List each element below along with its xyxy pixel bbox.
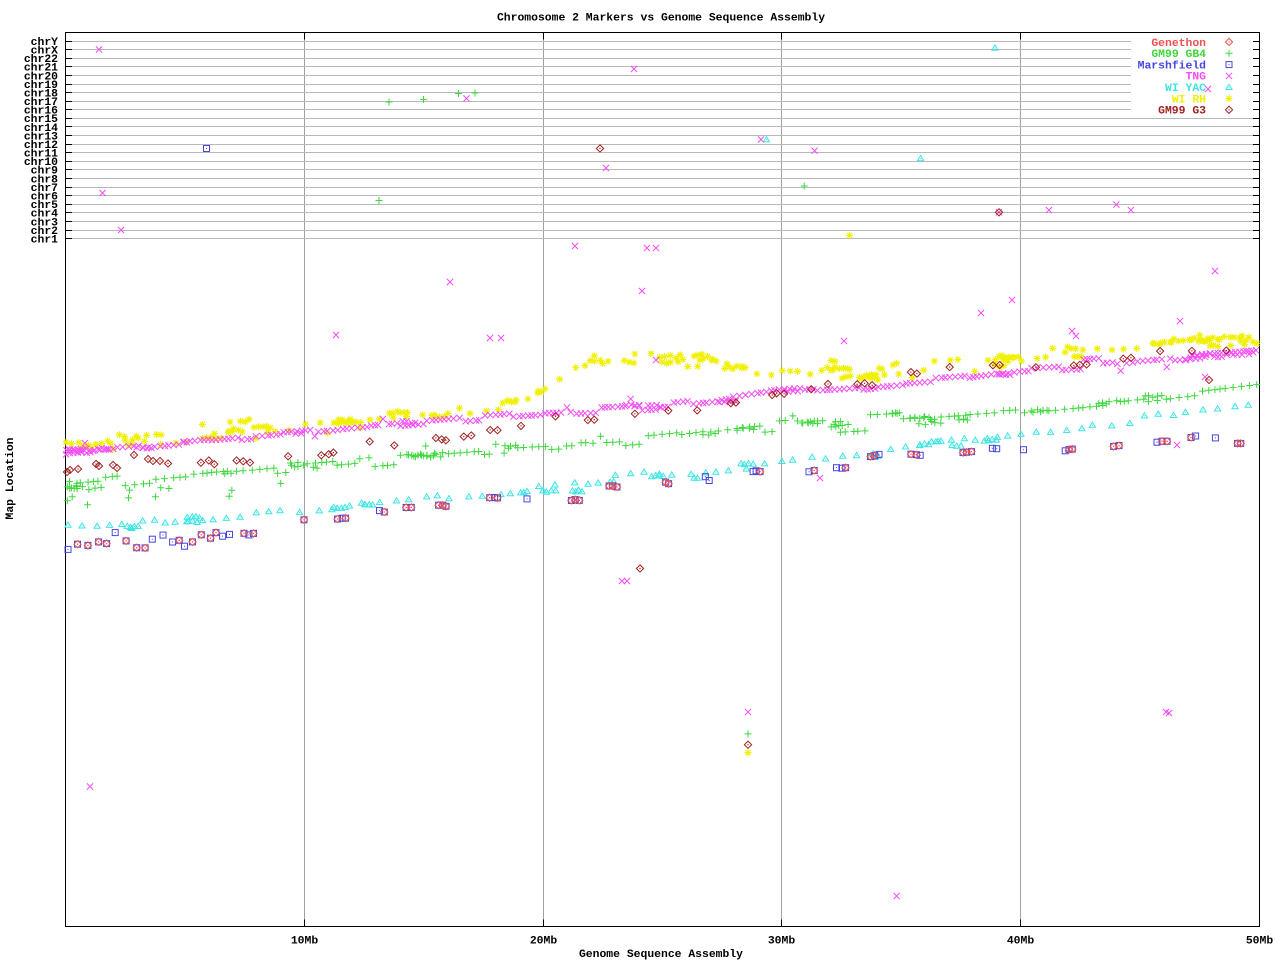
svg-text:chr7: chr7	[31, 183, 59, 195]
svg-text:Map Location: Map Location	[5, 437, 17, 519]
svg-text:chr5: chr5	[31, 200, 59, 212]
svg-text:chr22: chr22	[24, 54, 58, 66]
svg-text:chrY: chrY	[31, 37, 59, 49]
svg-text:Genome Sequence Assembly: Genome Sequence Assembly	[579, 949, 743, 960]
svg-text:50Mb: 50Mb	[1246, 936, 1274, 948]
svg-text:40Mb: 40Mb	[1007, 936, 1035, 948]
svg-text:GM99 GB4: GM99 GB4	[1151, 49, 1206, 61]
svg-text:chr11: chr11	[24, 149, 58, 161]
svg-text:chr3: chr3	[31, 217, 59, 229]
svg-text:chr16: chr16	[24, 106, 58, 118]
svg-text:chr14: chr14	[24, 123, 58, 135]
svg-text:chrX: chrX	[31, 45, 59, 57]
svg-text:TNG: TNG	[1185, 72, 1206, 84]
svg-text:WI YAC: WI YAC	[1165, 83, 1206, 95]
svg-text:Chromosome 2 Markers vs Genome: Chromosome 2 Markers vs Genome Sequence …	[497, 13, 825, 25]
svg-text:chr17: chr17	[24, 97, 58, 109]
svg-text:chr12: chr12	[24, 140, 58, 152]
svg-text:chr8: chr8	[31, 174, 59, 186]
svg-text:chr15: chr15	[24, 114, 58, 126]
svg-text:chr10: chr10	[24, 157, 58, 169]
svg-text:Marshfield: Marshfield	[1138, 60, 1207, 72]
svg-text:chr1: chr1	[31, 234, 59, 246]
svg-text:chr19: chr19	[24, 80, 58, 92]
svg-text:WI RH: WI RH	[1172, 94, 1206, 106]
svg-text:GM99 G3: GM99 G3	[1158, 106, 1206, 118]
svg-text:30Mb: 30Mb	[768, 936, 796, 948]
svg-text:chr2: chr2	[31, 226, 59, 238]
svg-text:chr9: chr9	[31, 166, 59, 178]
svg-text:chr6: chr6	[31, 191, 59, 203]
svg-text:Genethon: Genethon	[1151, 38, 1206, 50]
svg-text:chr21: chr21	[24, 63, 58, 75]
svg-text:chr20: chr20	[24, 71, 58, 83]
svg-text:chr13: chr13	[24, 131, 58, 143]
svg-text:10Mb: 10Mb	[291, 936, 319, 948]
svg-text:chr18: chr18	[24, 88, 58, 100]
svg-text:chr4: chr4	[31, 209, 59, 221]
svg-text:20Mb: 20Mb	[530, 936, 558, 948]
